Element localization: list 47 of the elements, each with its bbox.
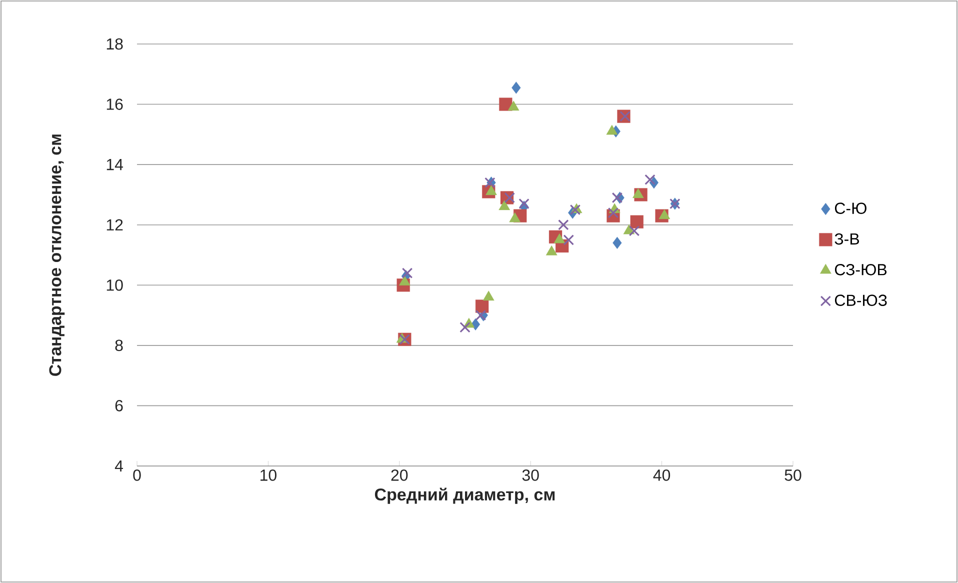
x-axis-title: Средний диаметр, см — [374, 488, 555, 504]
point — [620, 110, 630, 122]
legend-label: СВ-ЮЗ — [834, 294, 887, 306]
point — [554, 233, 566, 244]
point — [630, 215, 644, 228]
point — [498, 200, 510, 210]
point — [608, 207, 619, 218]
point — [644, 174, 656, 186]
point — [398, 276, 410, 286]
point — [402, 268, 413, 278]
x-tick-label: 40 — [653, 470, 670, 481]
point — [512, 82, 521, 94]
legend-label: З-В — [834, 233, 859, 245]
x-tick-label: 20 — [391, 470, 408, 481]
point — [508, 100, 520, 111]
point — [482, 290, 494, 300]
x-tick-label: 10 — [260, 470, 276, 481]
point — [460, 322, 470, 333]
legend-label: С-Ю — [834, 202, 866, 214]
x-tick-label: 30 — [522, 470, 539, 481]
y-axis-title: Стандартное отклонение, см — [49, 134, 65, 376]
point — [518, 198, 530, 210]
point — [632, 188, 644, 198]
y-tick-label: 4 — [114, 460, 123, 472]
y-tick-label: 14 — [106, 159, 123, 170]
point — [558, 219, 569, 230]
point — [606, 124, 618, 135]
point — [475, 310, 486, 321]
y-tick-label: 18 — [106, 38, 123, 50]
y-tick-label: 6 — [115, 400, 123, 412]
y-tick-label: 10 — [106, 279, 123, 291]
point — [546, 245, 558, 256]
point — [504, 192, 516, 204]
point — [476, 300, 489, 313]
y-tick-label: 16 — [106, 98, 123, 110]
point — [563, 234, 574, 246]
y-tick-label: 8 — [115, 340, 123, 352]
legend-label: СЗ-ЮВ — [834, 264, 887, 276]
point — [509, 212, 521, 222]
point — [658, 209, 670, 220]
x-tick-label: 50 — [784, 470, 802, 481]
point — [612, 192, 623, 204]
point — [612, 236, 622, 249]
point — [628, 225, 640, 236]
point — [486, 185, 497, 195]
x-tick-label: 0 — [133, 470, 141, 481]
y-tick-label: 12 — [106, 219, 123, 230]
